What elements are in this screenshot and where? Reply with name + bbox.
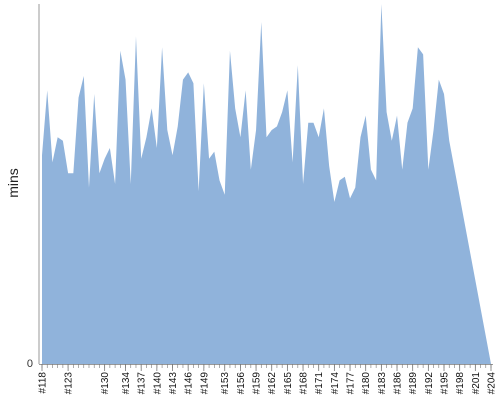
x-tick-label: #118 bbox=[38, 372, 49, 394]
x-tick-label: #137 bbox=[137, 372, 148, 395]
x-tick-label: #149 bbox=[199, 372, 210, 395]
x-tick-label: #174 bbox=[330, 372, 341, 395]
x-tick-label: #186 bbox=[393, 372, 404, 395]
x-tick-label: #162 bbox=[267, 372, 278, 395]
axes bbox=[38, 4, 493, 365]
x-tick-labels: #118 #123 #130 #134 #137 #140 #143 #146 #149 #153… bbox=[38, 364, 498, 394]
x-tick-label: #143 bbox=[168, 372, 179, 395]
x-tick-label: #146 bbox=[184, 372, 195, 395]
x-tick-label: #171 bbox=[314, 372, 325, 395]
x-tick-label: #123 bbox=[64, 372, 75, 395]
area-series bbox=[42, 4, 491, 364]
x-tick-label: #198 bbox=[455, 372, 466, 395]
x-tick-label: #192 bbox=[424, 372, 435, 395]
x-tick-label: #183 bbox=[377, 372, 388, 395]
x-tick-label: #156 bbox=[236, 372, 247, 395]
plot-area bbox=[42, 4, 491, 364]
y-ticks: 0 bbox=[27, 358, 33, 370]
x-tick-label: #189 bbox=[408, 372, 419, 395]
x-tick-label: #204 bbox=[487, 372, 498, 395]
x-tick-label: #134 bbox=[121, 372, 132, 395]
x-tick-label: #140 bbox=[152, 372, 163, 395]
y-axis-label: mins bbox=[5, 168, 21, 198]
x-tick-label: #201 bbox=[471, 372, 482, 395]
y-tick-label: 0 bbox=[27, 358, 33, 370]
x-tick-label: #168 bbox=[299, 372, 310, 395]
x-tick-label: #130 bbox=[100, 372, 111, 395]
x-tick-label: #153 bbox=[220, 372, 231, 395]
x-tick-label: #177 bbox=[346, 372, 357, 395]
x-tick-label: #165 bbox=[283, 372, 294, 395]
x-tick-label: #180 bbox=[361, 372, 372, 395]
x-tick-label: #159 bbox=[252, 372, 263, 395]
x-tick-label: #195 bbox=[440, 372, 451, 395]
